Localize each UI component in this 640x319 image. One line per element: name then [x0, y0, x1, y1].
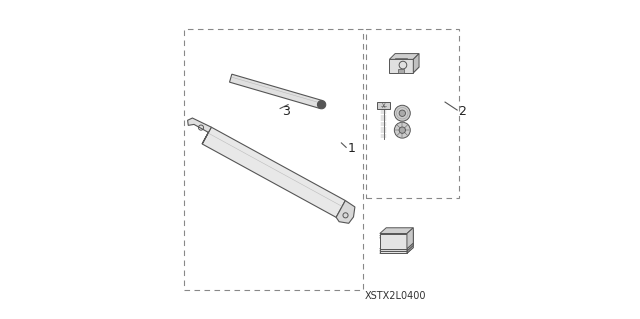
Polygon shape [202, 127, 346, 217]
Polygon shape [399, 69, 404, 73]
Polygon shape [380, 245, 413, 251]
Bar [184, 29, 363, 290]
Polygon shape [380, 248, 413, 253]
Circle shape [399, 127, 406, 133]
Circle shape [317, 100, 326, 109]
Polygon shape [230, 74, 323, 108]
Polygon shape [380, 234, 407, 249]
Text: XSTX2L0400: XSTX2L0400 [364, 292, 426, 301]
Polygon shape [336, 201, 355, 223]
Polygon shape [380, 236, 407, 251]
Polygon shape [380, 228, 413, 234]
Circle shape [394, 105, 410, 121]
Polygon shape [378, 102, 390, 109]
Polygon shape [407, 228, 413, 249]
Polygon shape [389, 67, 419, 73]
Polygon shape [380, 230, 413, 236]
Polygon shape [188, 118, 211, 144]
Polygon shape [380, 238, 407, 253]
Polygon shape [407, 232, 413, 253]
Polygon shape [407, 230, 413, 251]
Text: 3: 3 [283, 105, 291, 118]
Bar [366, 29, 459, 198]
Polygon shape [389, 54, 419, 59]
Text: 1: 1 [348, 142, 356, 155]
Circle shape [394, 122, 410, 138]
Circle shape [399, 110, 406, 116]
Polygon shape [389, 59, 413, 73]
Polygon shape [413, 54, 419, 73]
Polygon shape [380, 232, 413, 238]
Text: 2: 2 [458, 105, 466, 118]
Polygon shape [380, 243, 413, 249]
